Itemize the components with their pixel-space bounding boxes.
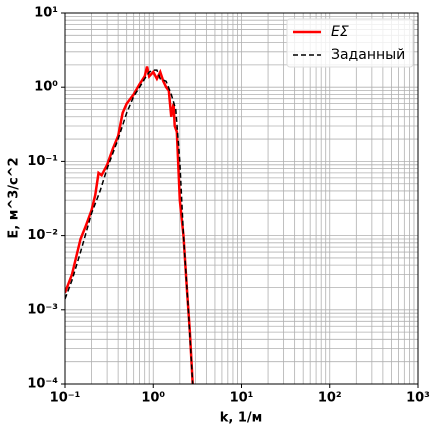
y-tick-label: 10⁻¹ xyxy=(27,154,58,169)
legend-label: Заданный xyxy=(331,47,405,63)
x-tick-label: 10⁰ xyxy=(141,391,165,406)
y-tick-label: 10⁰ xyxy=(34,80,58,95)
legend-label: EΣ xyxy=(331,24,349,40)
series-line xyxy=(65,69,194,384)
series-line xyxy=(65,66,194,384)
x-tick-label: 10¹ xyxy=(230,391,254,406)
y-tick-label: 10⁻⁴ xyxy=(27,377,58,392)
x-tick-label: 10⁻¹ xyxy=(50,391,81,406)
y-tick-label: 10⁻³ xyxy=(27,302,58,317)
y-tick-label: 10⁻² xyxy=(27,228,58,243)
x-tick-label: 10² xyxy=(318,391,342,406)
y-tick-label: 10¹ xyxy=(34,6,58,21)
x-tick-label: 10³ xyxy=(406,391,430,406)
y-axis-label: E, м^3/с^2 xyxy=(7,157,22,238)
x-axis-label: k, 1/м xyxy=(220,411,263,426)
